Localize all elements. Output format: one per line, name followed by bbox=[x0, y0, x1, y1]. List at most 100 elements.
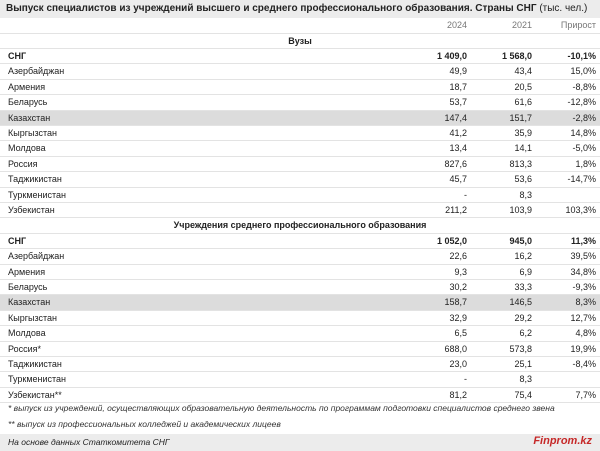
table-row: Кыргызстан 41,2 35,9 14,8% bbox=[0, 126, 600, 142]
country: Молдова bbox=[8, 328, 46, 339]
country: СНГ bbox=[8, 235, 27, 246]
cell: 103,9 bbox=[509, 204, 532, 215]
table-row: Узбекистан 211,2 103,9 103,3% bbox=[0, 203, 600, 219]
cell: 8,3 bbox=[519, 189, 532, 200]
cell: 211,2 bbox=[445, 204, 467, 215]
country: Казахстан bbox=[8, 112, 51, 123]
cell: 6,2 bbox=[519, 328, 532, 339]
brand: Finprom.kz bbox=[533, 435, 592, 447]
cell: 15,0% bbox=[570, 66, 596, 77]
cell: -2,8% bbox=[572, 112, 596, 123]
cell: 49,9 bbox=[449, 66, 467, 77]
cell: 151,7 bbox=[509, 112, 532, 123]
cell: 75,4 bbox=[514, 389, 532, 400]
column-header: Прирост bbox=[560, 20, 596, 31]
country: Таджикистан bbox=[8, 174, 62, 185]
cell: 6,5 bbox=[454, 328, 467, 339]
cell: 53,6 bbox=[514, 174, 532, 185]
cell: 945,0 bbox=[509, 235, 532, 246]
cell: 20,5 bbox=[514, 81, 532, 92]
table-row: Узбекистан** 81,2 75,4 7,7% bbox=[0, 388, 600, 404]
cell: 1,8% bbox=[575, 158, 596, 169]
section-row: Вузы bbox=[0, 34, 600, 50]
cell: 61,6 bbox=[514, 97, 532, 108]
unit: (тыс. чел.) bbox=[539, 3, 588, 14]
country: Азербайджан bbox=[8, 66, 65, 77]
table-row: Азербайджан 22,6 16,2 39,5% bbox=[0, 249, 600, 265]
table-row: СНГ 1 409,0 1 568,0 -10,1% bbox=[0, 49, 600, 65]
country: Туркменистан bbox=[8, 374, 67, 385]
country: Таджикистан bbox=[8, 358, 62, 369]
table-row: Туркменистан - 8,3 bbox=[0, 372, 600, 388]
country: Молдова bbox=[8, 143, 46, 154]
cell: 33,3 bbox=[514, 281, 532, 292]
column-header: 2024 bbox=[446, 20, 467, 31]
cell: 53,7 bbox=[449, 97, 467, 108]
cell: 14,1 bbox=[514, 143, 532, 154]
cell: 147,4 bbox=[444, 112, 467, 123]
table-row: Молдова 6,5 6,2 4,8% bbox=[0, 326, 600, 342]
footnote: * выпуск из учреждений, осуществляющих о… bbox=[8, 403, 555, 413]
cell: - bbox=[464, 374, 467, 385]
table-row: Армения 9,3 6,9 34,8% bbox=[0, 265, 600, 280]
country: Узбекистан** bbox=[8, 389, 62, 400]
cell: 158,7 bbox=[444, 297, 467, 308]
cell: - bbox=[464, 189, 467, 200]
table-row: Туркменистан - 8,3 bbox=[0, 188, 600, 203]
cell: 7,7% bbox=[575, 389, 596, 400]
cell: 29,2 bbox=[514, 312, 532, 323]
country: СНГ bbox=[8, 51, 27, 62]
cell: 8,3 bbox=[519, 374, 532, 385]
table-row: Молдова 13,4 14,1 -5,0% bbox=[0, 141, 600, 157]
table-row: Таджикистан 45,7 53,6 -14,7% bbox=[0, 172, 600, 188]
cell: 13,4 bbox=[449, 143, 467, 154]
country: Туркменистан bbox=[8, 189, 67, 200]
cell: 14,8% bbox=[570, 128, 596, 139]
column-header: 2021 bbox=[511, 20, 532, 31]
cell: 19,9% bbox=[570, 343, 596, 354]
cell: 22,6 bbox=[449, 251, 467, 262]
country: Беларусь bbox=[8, 281, 48, 292]
cell: 813,3 bbox=[509, 158, 532, 169]
cell: 45,7 bbox=[449, 174, 467, 185]
cell: 16,2 bbox=[514, 251, 532, 262]
table-row: Казахстан 147,4 151,7 -2,8% bbox=[0, 110, 600, 127]
country: Россия bbox=[8, 158, 38, 169]
footer: На основе данных Статкомитета СНГ Finpro… bbox=[0, 434, 600, 451]
country: Армения bbox=[8, 266, 46, 277]
section-row: Учреждения среднего профессионального об… bbox=[0, 218, 600, 234]
title: Выпуск специалистов из учреждений высшег… bbox=[6, 3, 537, 14]
table-row: Беларусь 30,2 33,3 -9,3% bbox=[0, 280, 600, 296]
cell: -8,8% bbox=[572, 81, 596, 92]
cell: 32,9 bbox=[449, 312, 467, 323]
cell: 688,0 bbox=[444, 343, 467, 354]
footnote: ** выпуск из профессиональных колледжей … bbox=[8, 419, 281, 429]
cell: 41,2 bbox=[449, 128, 467, 139]
cell: 34,8% bbox=[570, 266, 596, 277]
cell: 11,3% bbox=[570, 235, 596, 246]
table-row: СНГ 1 052,0 945,0 11,3% bbox=[0, 234, 600, 250]
table-row: Армения 18,7 20,5 -8,8% bbox=[0, 80, 600, 96]
cell: 12,7% bbox=[570, 312, 596, 323]
cell: -14,7% bbox=[567, 174, 596, 185]
cell: -12,8% bbox=[567, 97, 596, 108]
country: Кыргызстан bbox=[8, 128, 57, 139]
cell: -10,1% bbox=[567, 51, 596, 62]
cell: 827,6 bbox=[444, 158, 467, 169]
cell: 9,3 bbox=[454, 266, 467, 277]
table: 2024 2021 Прирост Вузы СНГ 1 409,0 1 568,0 -10,… bbox=[0, 18, 600, 404]
table-row: Кыргызстан 32,9 29,2 12,7% bbox=[0, 311, 600, 327]
title-bar: Выпуск специалистов из учреждений высшег… bbox=[0, 0, 600, 18]
cell: 43,4 bbox=[514, 66, 532, 77]
source: На основе данных Статкомитета СНГ bbox=[8, 437, 170, 447]
country: Россия* bbox=[8, 343, 42, 354]
cell: 4,8% bbox=[575, 328, 596, 339]
cell: 81,2 bbox=[449, 389, 467, 400]
table-row: Азербайджан 49,9 43,4 15,0% bbox=[0, 64, 600, 80]
table-row: Таджикистан 23,0 25,1 -8,4% bbox=[0, 357, 600, 373]
table-row: Россия* 688,0 573,8 19,9% bbox=[0, 342, 600, 357]
cell: -8,4% bbox=[572, 358, 596, 369]
cell: 573,8 bbox=[509, 343, 532, 354]
cell: 39,5% bbox=[570, 251, 596, 262]
